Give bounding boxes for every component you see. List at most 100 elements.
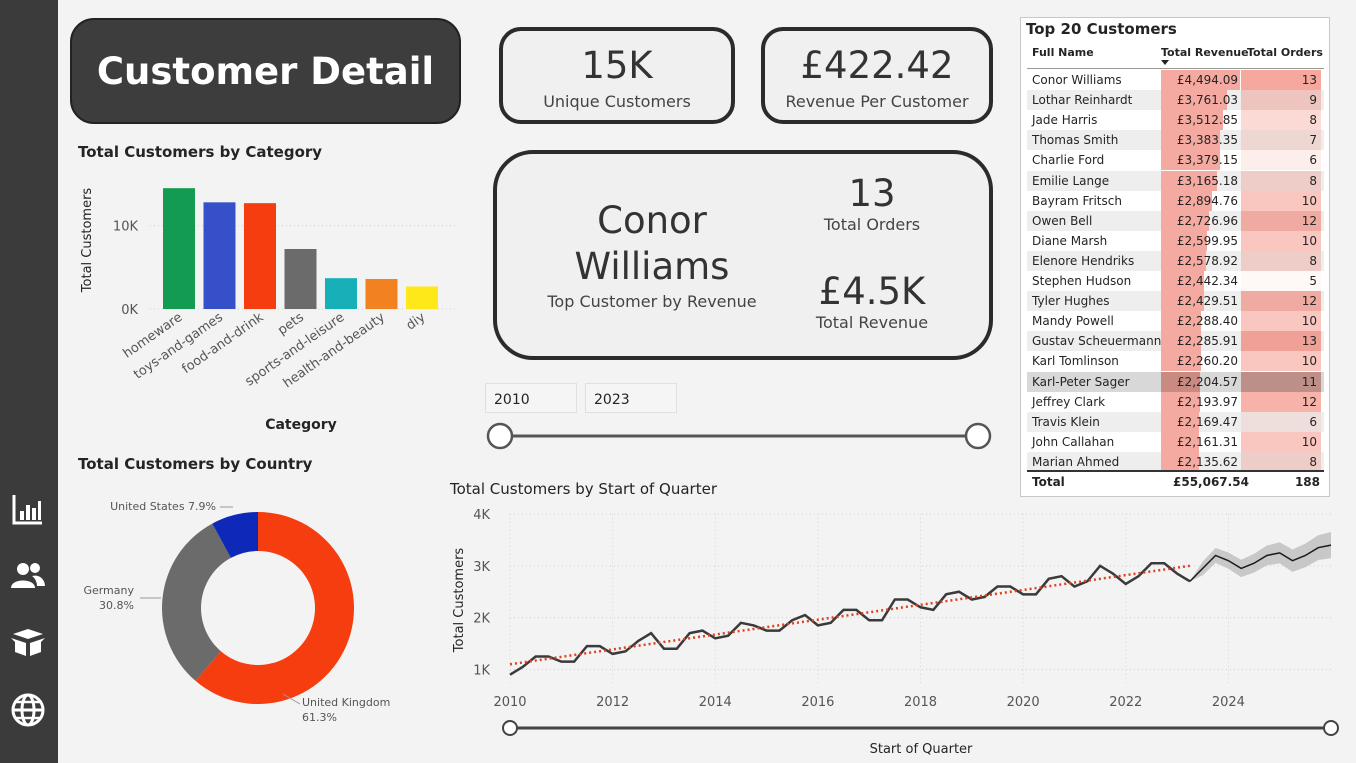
table-row[interactable]: Marian Ahmed £2,135.62 8 xyxy=(1027,451,1324,472)
date-end-handle[interactable] xyxy=(964,422,992,450)
quarter-chart-ylabel: Total Customers xyxy=(452,548,467,654)
globe-icon[interactable] xyxy=(10,692,46,728)
bar-chart-icon[interactable] xyxy=(10,491,46,527)
slice-united-kingdom[interactable] xyxy=(195,512,354,704)
date-range-slider[interactable] xyxy=(485,420,995,452)
orders-text: 8 xyxy=(1309,253,1317,268)
bar-sports-and-leisure[interactable] xyxy=(325,278,357,309)
orders-text: 12 xyxy=(1301,394,1317,409)
cell-full-name: Emilie Lange xyxy=(1032,173,1110,188)
table-title: Top 20 Customers xyxy=(1026,20,1177,38)
cell-total-orders: 8 xyxy=(1241,170,1321,191)
header-total-revenue[interactable]: Total Revenue xyxy=(1161,46,1249,59)
bar-diy[interactable] xyxy=(406,286,438,310)
revenue-per-customer-value: £422.42 xyxy=(800,44,954,87)
revenue-text: £2,442.34 xyxy=(1176,274,1238,288)
revenue-databar xyxy=(1161,411,1200,432)
actual-series-line[interactable] xyxy=(509,561,1191,676)
cell-total-revenue: £3,761.03 xyxy=(1161,90,1240,111)
table-row[interactable]: Emilie Lange £3,165.18 8 xyxy=(1027,170,1324,191)
cell-full-name: Mandy Powell xyxy=(1032,314,1114,329)
revenue-text: £2,894.76 xyxy=(1176,193,1238,208)
revenue-databar xyxy=(1161,230,1207,251)
table-row[interactable]: Owen Bell £2,726.96 12 xyxy=(1027,210,1324,231)
cell-total-revenue: £2,726.96 xyxy=(1161,210,1240,231)
table-row[interactable]: Conor Williams £4,494.09 13 xyxy=(1027,70,1324,90)
table-row[interactable]: Lothar Reinhardt £3,761.03 9 xyxy=(1027,90,1324,111)
revenue-text: £2,599.95 xyxy=(1176,233,1238,248)
revenue-databar xyxy=(1161,451,1199,472)
x-tick-label: 2020 xyxy=(1007,695,1040,710)
box-icon[interactable] xyxy=(10,624,46,660)
slice-united-states[interactable] xyxy=(212,512,258,558)
cell-full-name: Travis Klein xyxy=(1032,414,1100,429)
revenue-text: £2,726.96 xyxy=(1176,213,1238,228)
table-row[interactable]: John Callahan £2,161.31 10 xyxy=(1027,431,1324,452)
date-start-input[interactable]: 2010 xyxy=(485,383,577,413)
top-customer-card: Conor Williams Top Customer by Revenue 1… xyxy=(493,150,993,360)
cell-full-name: Marian Ahmed xyxy=(1032,454,1120,469)
revenue-text: £2,204.57 xyxy=(1176,374,1238,389)
users-icon[interactable] xyxy=(10,558,46,594)
revenue-text: £2,429.51 xyxy=(1176,294,1238,309)
table-row[interactable]: Travis Klein £2,169.47 6 xyxy=(1027,411,1324,432)
orders-text: 7 xyxy=(1309,133,1317,148)
cell-total-orders: 10 xyxy=(1241,190,1321,211)
table-row[interactable]: Stephen Hudson £2,442.34 5 xyxy=(1027,271,1324,291)
table-row[interactable]: Jade Harris £3,512.85 8 xyxy=(1027,110,1324,131)
revenue-databar xyxy=(1161,311,1202,332)
top-customer-label: Top Customer by Revenue xyxy=(547,292,757,311)
table-row[interactable]: Tyler Hughes £2,429.51 12 xyxy=(1027,291,1324,312)
cell-full-name: Tyler Hughes xyxy=(1032,294,1110,309)
cell-full-name: Diane Marsh xyxy=(1032,233,1108,248)
revenue-databar xyxy=(1161,210,1209,231)
x-tick-label: 2012 xyxy=(596,695,629,710)
table-row[interactable]: Mandy Powell £2,288.40 10 xyxy=(1027,311,1324,332)
quarter-start-handle[interactable] xyxy=(502,720,518,736)
bar-toys-and-games[interactable] xyxy=(203,202,236,309)
table-row[interactable]: Karl Tomlinson £2,260.20 10 xyxy=(1027,351,1324,372)
revenue-databar xyxy=(1161,371,1200,392)
bar-health-and-beauty[interactable] xyxy=(365,279,398,309)
cell-full-name: John Callahan xyxy=(1032,434,1115,449)
header-full-name[interactable]: Full Name xyxy=(1032,46,1094,59)
slice-germany[interactable] xyxy=(161,523,231,681)
table-row[interactable]: Thomas Smith £3,383.35 7 xyxy=(1027,130,1324,151)
revenue-databar xyxy=(1161,110,1223,131)
cell-total-revenue: £3,165.18 xyxy=(1161,170,1240,191)
bar-food-and-drink[interactable] xyxy=(244,203,276,309)
revenue-text: £4,494.09 xyxy=(1176,73,1238,87)
revenue-text: £2,161.31 xyxy=(1176,434,1238,449)
date-start-handle[interactable] xyxy=(486,422,514,450)
y-tick-label: 4K xyxy=(473,508,490,523)
forecast-line[interactable] xyxy=(1189,544,1332,582)
orders-text: 8 xyxy=(1309,173,1317,188)
revenue-databar xyxy=(1161,431,1199,452)
bar-homeware[interactable] xyxy=(163,188,195,309)
category-chart-xlabel: Category xyxy=(265,417,337,433)
x-tick-label: diy xyxy=(404,310,429,334)
header-total-orders[interactable]: Total Orders xyxy=(1247,46,1323,59)
table-row[interactable]: Karl-Peter Sager £2,204.57 11 xyxy=(1027,371,1324,392)
unique-customers-card: 15K Unique Customers xyxy=(499,27,735,124)
slice-label: United Kingdom 61.3% xyxy=(302,696,390,724)
cell-total-revenue: £2,285.91 xyxy=(1161,331,1240,352)
cell-total-revenue: £2,204.57 xyxy=(1161,371,1240,392)
table-row[interactable]: Elenore Hendriks £2,578.92 8 xyxy=(1027,250,1324,271)
cell-full-name: Charlie Ford xyxy=(1032,153,1105,168)
cell-total-revenue: £3,379.15 xyxy=(1161,150,1240,171)
bar-pets[interactable] xyxy=(284,249,317,309)
table-row[interactable]: Diane Marsh £2,599.95 10 xyxy=(1027,230,1324,251)
table-row[interactable]: Bayram Fritsch £2,894.76 10 xyxy=(1027,190,1324,211)
table-row[interactable]: Jeffrey Clark £2,193.97 12 xyxy=(1027,391,1324,412)
top-customer-orders-label: Total Orders xyxy=(823,215,921,234)
quarter-end-handle[interactable] xyxy=(1323,720,1339,736)
table-row[interactable]: Gustav Scheuermann £2,285.91 13 xyxy=(1027,331,1324,352)
cell-full-name: Owen Bell xyxy=(1032,213,1093,228)
total-label: Total xyxy=(1032,475,1065,489)
table-row[interactable]: Charlie Ford £3,379.15 6 xyxy=(1027,150,1324,171)
total-revenue: £55,067.54 xyxy=(1173,475,1249,489)
cell-total-orders: 7 xyxy=(1241,130,1321,151)
date-end-input[interactable]: 2023 xyxy=(585,383,677,413)
y-tick-label: 0K xyxy=(121,303,138,318)
